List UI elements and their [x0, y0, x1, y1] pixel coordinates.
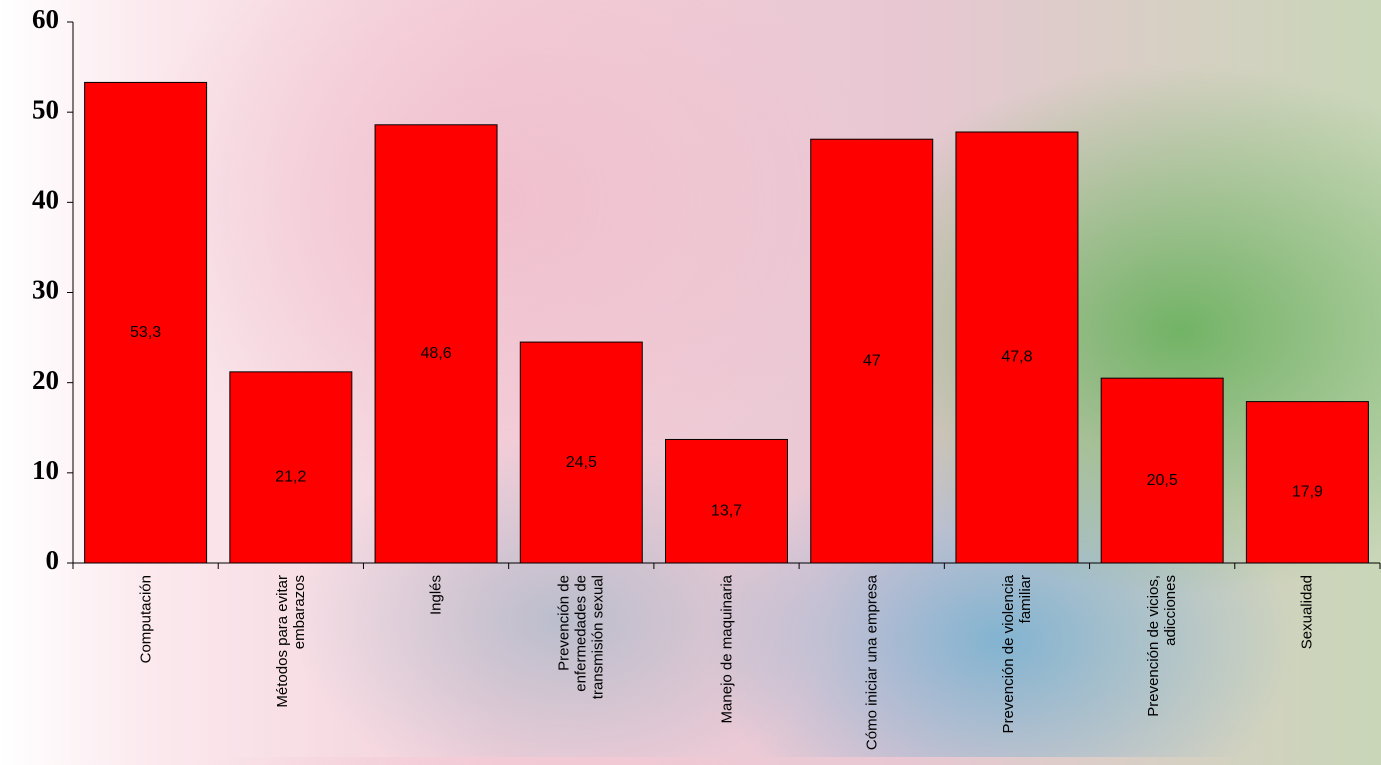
value-label: 47,8	[1001, 349, 1032, 366]
bar	[519, 341, 643, 564]
y-tick-label: 30	[32, 275, 59, 305]
bar	[374, 124, 498, 564]
y-tick-label: 10	[32, 455, 59, 485]
bar	[810, 138, 934, 564]
value-label: 24,5	[566, 454, 597, 471]
x-tick-label: Manejo de maquinaria	[718, 575, 735, 724]
bar	[665, 438, 788, 564]
bar	[229, 371, 353, 564]
y-tick-label: 20	[32, 365, 59, 395]
y-tick-label: 0	[46, 545, 60, 575]
x-tick-label: Inglés	[427, 575, 445, 616]
y-tick-label: 50	[32, 94, 59, 124]
value-label: 13,7	[711, 502, 742, 519]
y-tick-label: 60	[32, 4, 59, 34]
bar	[955, 131, 1079, 564]
x-tick-label: Prevención de violencia familiar	[999, 575, 1034, 734]
bar	[1245, 401, 1369, 564]
x-tick-label: Métodos para evitar embarazos	[273, 575, 308, 708]
y-tick-label: 40	[32, 185, 59, 215]
value-label: 20,5	[1147, 472, 1178, 489]
x-tick-label: Cómo iniciar una empresa	[863, 575, 881, 751]
value-label: 17,9	[1292, 484, 1323, 501]
x-tick-label: Prevención de vicios, adicciones	[1145, 575, 1180, 717]
value-label: 47	[863, 352, 881, 369]
value-label: 21,2	[275, 469, 306, 486]
bar	[1100, 377, 1224, 564]
value-label: 53,3	[130, 324, 161, 341]
x-tick-label: Prevención de enfermedades de transmisió…	[555, 575, 607, 700]
x-tick-label: Computación	[137, 575, 155, 664]
bar	[84, 81, 208, 564]
value-label: 48,6	[420, 345, 451, 362]
x-tick-label: Sexualidad	[1298, 575, 1316, 650]
